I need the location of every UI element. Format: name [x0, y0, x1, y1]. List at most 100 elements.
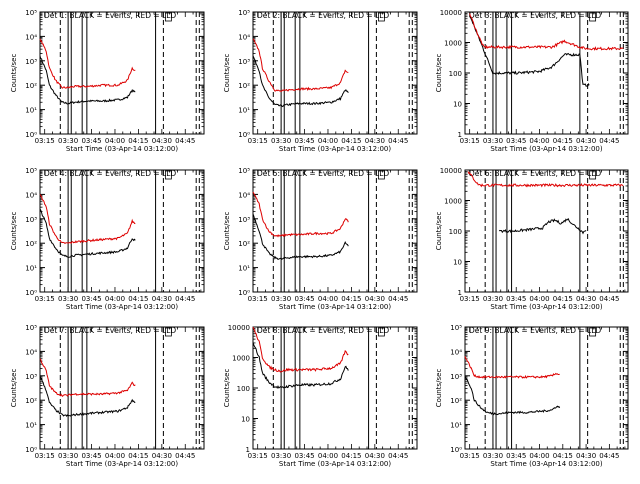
y-tick-label: 10	[453, 259, 462, 267]
x-tick-label: 03:15	[460, 137, 480, 145]
y-tick-label: 100	[449, 70, 462, 78]
y-tick-label: 10³	[25, 373, 37, 381]
panel-det-8: 1 10 100 1000 10000 03:15 03:30 03:45 04:00 04:15…	[223, 324, 418, 468]
plot-frame	[39, 169, 205, 293]
x-tick-label: 04:45	[388, 452, 408, 460]
plot-frame	[464, 326, 629, 450]
x-tick-label: 04:30	[576, 137, 596, 145]
events-series-line	[39, 375, 136, 417]
x-tick-label: 04:15	[128, 137, 148, 145]
marker-box	[377, 12, 385, 22]
events-series-line	[39, 208, 136, 259]
y-tick-label: 10³	[25, 58, 37, 66]
x-tick-label: 03:30	[58, 452, 78, 460]
lld-series-line	[469, 13, 624, 51]
y-tick-label: 10⁵	[450, 324, 462, 332]
y-tick-label: 10¹	[25, 265, 37, 273]
y-tick-label: 10⁴	[450, 348, 462, 356]
y-axis-label: Counts/sec	[223, 369, 231, 408]
y-tick-label: 10⁴	[25, 191, 37, 199]
x-tick-label: 04:45	[388, 137, 408, 145]
y-tick-label: 1000	[232, 355, 250, 363]
y-tick-label: 10³	[238, 58, 250, 66]
plot-frame	[252, 169, 418, 293]
panel-title: Det 9: BLACK = Events, RED = LLD	[469, 326, 601, 335]
y-axis-label: Counts/sec	[435, 212, 443, 251]
y-tick-label: 10²	[25, 397, 37, 405]
y-tick-label: 10⁵	[238, 167, 250, 175]
y-tick-label: 1	[458, 131, 462, 139]
y-tick-label: 10⁰	[450, 446, 462, 454]
x-tick-label: 03:45	[294, 137, 314, 145]
x-tick-label: 04:30	[365, 137, 385, 145]
x-tick-label: 04:00	[105, 137, 125, 145]
x-axis-label: Start Time (03-Apr-14 03:12:00)	[279, 145, 391, 153]
lld-series-line	[252, 38, 349, 93]
x-tick-label: 04:30	[365, 295, 385, 303]
x-tick-label: 04:45	[599, 137, 619, 145]
y-tick-label: 10000	[228, 324, 250, 332]
y-tick-label: 10⁴	[25, 33, 37, 41]
plot-frame	[39, 11, 205, 135]
y-tick-label: 10²	[450, 397, 462, 405]
x-tick-label: 04:15	[553, 452, 573, 460]
y-tick-label: 10¹	[25, 107, 37, 115]
x-tick-label: 03:30	[483, 295, 503, 303]
x-tick-label: 03:15	[35, 452, 55, 460]
y-tick-label: 1	[458, 289, 462, 297]
x-axis-label: Start Time (03-Apr-14 03:12:00)	[490, 460, 602, 468]
x-tick-label: 04:15	[553, 137, 573, 145]
x-tick-label: 04:45	[599, 295, 619, 303]
y-tick-label: 10⁰	[25, 446, 37, 454]
x-tick-label: 04:45	[388, 295, 408, 303]
y-tick-label: 10⁵	[25, 167, 37, 175]
x-tick-label: 03:45	[506, 137, 526, 145]
marker-box	[589, 12, 597, 22]
plot-frame	[39, 326, 205, 450]
x-tick-label: 04:00	[318, 137, 338, 145]
panel-title: Det 2: BLACK = Events, RED = LLD	[257, 11, 389, 20]
x-tick-label: 03:45	[294, 295, 314, 303]
marker-box	[164, 170, 172, 180]
y-tick-label: 100	[237, 385, 250, 393]
x-tick-label: 04:00	[105, 295, 125, 303]
marker-box	[377, 327, 385, 337]
y-tick-label: 1	[246, 446, 250, 454]
marker-box	[377, 170, 385, 180]
lld-series-line	[467, 171, 624, 188]
y-tick-label: 10¹	[25, 422, 37, 430]
x-tick-label: 03:15	[35, 137, 55, 145]
x-tick-label: 03:45	[81, 295, 101, 303]
y-tick-label: 1000	[444, 198, 462, 206]
marker-box	[164, 12, 172, 22]
x-tick-label: 03:45	[506, 452, 526, 460]
x-tick-label: 03:30	[58, 137, 78, 145]
y-tick-label: 10⁰	[238, 131, 250, 139]
x-tick-label: 04:45	[175, 137, 195, 145]
y-axis-label: Counts/sec	[10, 369, 18, 408]
x-tick-label: 04:45	[175, 452, 195, 460]
y-tick-label: 10⁴	[238, 33, 250, 41]
x-axis-label: Start Time (03-Apr-14 03:12:00)	[490, 145, 602, 153]
y-tick-label: 10¹	[238, 107, 250, 115]
y-tick-label: 10¹	[238, 265, 250, 273]
x-tick-label: 04:45	[599, 452, 619, 460]
y-tick-label: 10²	[238, 240, 250, 248]
x-tick-label: 04:30	[152, 295, 172, 303]
y-tick-label: 10⁵	[25, 9, 37, 17]
x-tick-label: 04:15	[341, 137, 361, 145]
panel-title: Det 6: BLACK = Events, RED = LLD	[469, 169, 601, 178]
events-series-line	[252, 342, 349, 389]
x-tick-label: 04:15	[341, 295, 361, 303]
lld-series-line	[39, 358, 136, 398]
x-tick-label: 03:15	[248, 295, 268, 303]
y-tick-label: 10³	[25, 216, 37, 224]
y-tick-label: 10²	[25, 240, 37, 248]
y-tick-label: 10⁰	[25, 289, 37, 297]
x-tick-label: 04:30	[152, 137, 172, 145]
y-tick-label: 1000	[444, 40, 462, 48]
